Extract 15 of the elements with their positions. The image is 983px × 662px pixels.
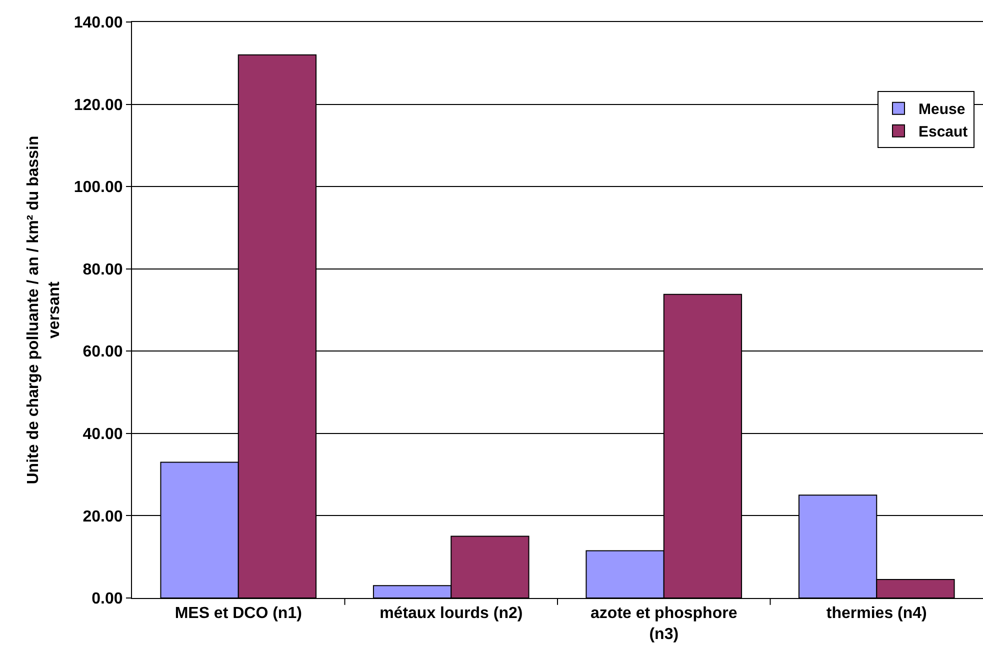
x-tick-label: azote et phosphore (n3) (590, 605, 738, 643)
y-tick-label: 120.00 (74, 96, 123, 114)
y-tick-label: 40.00 (82, 426, 123, 444)
y-tick-label: 60.00 (82, 344, 123, 361)
legend-label: Escaut (918, 124, 968, 141)
x-tick-label: MES et DCO (n1) (174, 605, 302, 622)
y-tick-label: 100.00 (74, 179, 123, 196)
x-tick-label: métaux lourds (n2) (380, 605, 523, 622)
y-axis-title: Unite de charge polluante / an / km² du bassin versant (24, 136, 63, 484)
x-tick-label: thermies (n4) (826, 605, 927, 622)
y-tick-label: 140.00 (74, 14, 123, 32)
y-tick-label: 0.00 (92, 590, 123, 608)
y-tick-label: 80.00 (82, 261, 123, 278)
y-tick-label: 20.00 (82, 508, 123, 526)
legend-label: Meuse (918, 101, 966, 118)
